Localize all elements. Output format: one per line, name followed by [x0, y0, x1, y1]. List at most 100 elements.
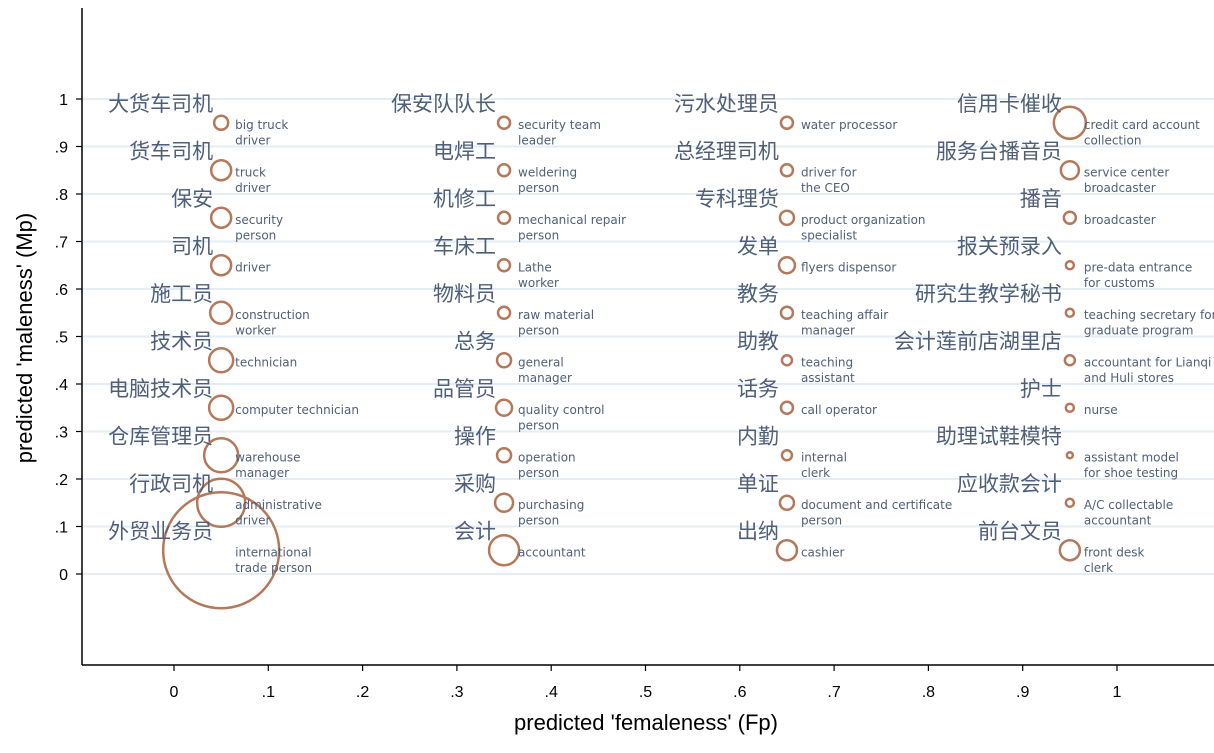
english-label-line: person [518, 513, 559, 527]
english-label-line: collection [1084, 133, 1142, 147]
english-label-line: document and certificate [801, 498, 952, 512]
chinese-label: 总务 [454, 329, 496, 353]
bubble-point [195, 477, 247, 528]
chinese-label: 教务 [737, 282, 779, 306]
english-label-line: raw material [518, 308, 594, 322]
chinese-label: 专科理货 [695, 187, 779, 211]
english-label-line: worker [235, 323, 276, 337]
chinese-label: 车床工 [433, 234, 496, 258]
chinese-label: 发单 [737, 234, 779, 258]
chinese-label: 护士 [1020, 377, 1062, 401]
bubble-point [161, 491, 281, 610]
english-label: computer technician [235, 403, 359, 417]
bubble-point [780, 354, 794, 367]
english-label-line: quality control [518, 403, 604, 417]
english-label-line: service center [1084, 165, 1169, 179]
bubble-point [496, 163, 512, 178]
bubble-point [1052, 105, 1088, 140]
english-label-line: driver [235, 513, 270, 527]
x-tick-label: .9 [1016, 684, 1029, 701]
bubble-point [493, 492, 515, 513]
english-label-line: leader [518, 133, 556, 147]
y-tick-label: .5 [55, 330, 68, 347]
english-label: A/C collectable accountant [1084, 498, 1173, 528]
english-label-line: person [518, 228, 559, 242]
chinese-label: 品管员 [433, 377, 496, 401]
english-label-line: broadcaster [1084, 181, 1156, 195]
english-label-line: worker [518, 276, 559, 290]
english-label-line: administrative [235, 498, 322, 512]
english-label: security person [235, 213, 283, 243]
english-label-line: accountant [1084, 513, 1152, 527]
english-label-line: front desk [1084, 545, 1145, 559]
english-label: operation person [518, 450, 576, 480]
english-label-line: driver for [801, 165, 857, 179]
english-label-line: pre-data entrance [1084, 260, 1192, 274]
english-label: assistant model for shoe testing [1084, 450, 1179, 480]
bubble-point [496, 210, 512, 225]
chinese-label: 技术员 [150, 329, 213, 353]
english-label-line: and Huli stores [1084, 371, 1174, 385]
chinese-label: 会计 [454, 519, 496, 543]
english-label-line: accountant [518, 545, 586, 559]
chinese-label: 保安 [171, 187, 213, 211]
english-label-line: driver [235, 133, 270, 147]
y-tick-label: .8 [55, 187, 68, 204]
chinese-label: 电脑技术员 [108, 377, 213, 401]
english-label-line: international [235, 545, 311, 559]
english-label-line: security [235, 213, 283, 227]
english-label-line: clerk [1084, 561, 1113, 575]
chinese-label: 行政司机 [129, 472, 213, 496]
english-label-line: flyers dispensor [801, 260, 896, 274]
english-label: water processor [801, 118, 897, 132]
bubble-point [780, 449, 794, 462]
bubble-point [1064, 307, 1076, 318]
chinese-label: 采购 [454, 472, 496, 496]
english-label-line: assistant model [1084, 450, 1179, 464]
english-label-line: weldering [518, 165, 577, 179]
bubble-point [494, 398, 514, 417]
y-tick-label: .7 [55, 235, 68, 252]
english-label: construction worker [235, 308, 310, 338]
y-tick-label: .2 [55, 472, 68, 489]
english-label: weldering person [518, 165, 577, 195]
bubble-point [779, 400, 795, 415]
chinese-label: 司机 [171, 234, 213, 258]
chinese-label: 信用卡催收 [957, 92, 1062, 116]
english-label: nurse [1084, 403, 1118, 417]
bubble-point [496, 258, 512, 273]
chinese-label: 大货车司机 [108, 92, 213, 116]
chinese-label: 前台文员 [978, 519, 1062, 543]
bubble-point [778, 209, 796, 226]
english-label-line: for shoe testing [1084, 466, 1178, 480]
bubble-point [496, 115, 512, 130]
x-tick-label: .1 [262, 684, 275, 701]
english-label: Lathe worker [518, 260, 559, 290]
english-label-line: call operator [801, 403, 877, 417]
english-label: broadcaster [1084, 213, 1156, 227]
chinese-label: 物料员 [433, 282, 496, 306]
y-tick-label: .6 [55, 282, 68, 299]
x-tick-label: .4 [545, 684, 558, 701]
english-label: pre-data entrance for customs [1084, 260, 1192, 290]
english-label: big truck driver [235, 118, 288, 148]
english-label-line: person [518, 181, 559, 195]
english-label: cashier [801, 545, 845, 559]
english-label: call operator [801, 403, 877, 417]
y-axis-title: predicted 'maleness' (Mp) [12, 213, 37, 464]
bubble-point [1062, 210, 1078, 225]
english-label-line: clerk [801, 466, 830, 480]
english-label-line: teaching secretary for [1084, 308, 1214, 322]
english-label: teaching assistant [801, 355, 855, 385]
english-label: teaching affair manager [801, 308, 888, 338]
bubbles [161, 105, 1088, 610]
x-tick-label: .5 [639, 684, 652, 701]
english-label: flyers dispensor [801, 260, 896, 274]
english-label: credit card account collection [1084, 118, 1200, 148]
bubble-point [777, 256, 797, 275]
english-label: service center broadcaster [1084, 165, 1169, 195]
english-label-line: person [518, 323, 559, 337]
x-tick-label: 0 [170, 684, 179, 701]
bubble-point [207, 394, 235, 421]
bubble-point [207, 347, 235, 374]
